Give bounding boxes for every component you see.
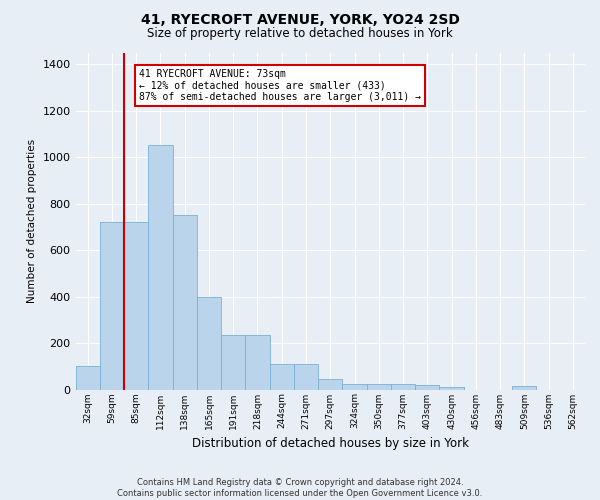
Bar [269, 364, 294, 390]
Bar [439, 387, 464, 390]
Bar [343, 384, 367, 390]
X-axis label: Distribution of detached houses by size in York: Distribution of detached houses by size … [192, 437, 469, 450]
Bar [294, 364, 318, 390]
Bar [415, 385, 439, 390]
Bar [245, 335, 269, 390]
Bar [391, 384, 415, 390]
Text: Size of property relative to detached houses in York: Size of property relative to detached ho… [147, 28, 453, 40]
Bar [76, 366, 100, 390]
Bar [197, 296, 221, 390]
Bar [173, 215, 197, 390]
Text: Contains HM Land Registry data © Crown copyright and database right 2024.
Contai: Contains HM Land Registry data © Crown c… [118, 478, 482, 498]
Bar [221, 335, 245, 390]
Bar [367, 384, 391, 390]
Y-axis label: Number of detached properties: Number of detached properties [27, 139, 37, 303]
Bar [318, 379, 343, 390]
Bar [512, 386, 536, 390]
Bar [100, 222, 124, 390]
Text: 41 RYECROFT AVENUE: 73sqm
← 12% of detached houses are smaller (433)
87% of semi: 41 RYECROFT AVENUE: 73sqm ← 12% of detac… [139, 69, 421, 102]
Text: 41, RYECROFT AVENUE, YORK, YO24 2SD: 41, RYECROFT AVENUE, YORK, YO24 2SD [140, 12, 460, 26]
Bar [148, 146, 173, 390]
Bar [124, 222, 148, 390]
